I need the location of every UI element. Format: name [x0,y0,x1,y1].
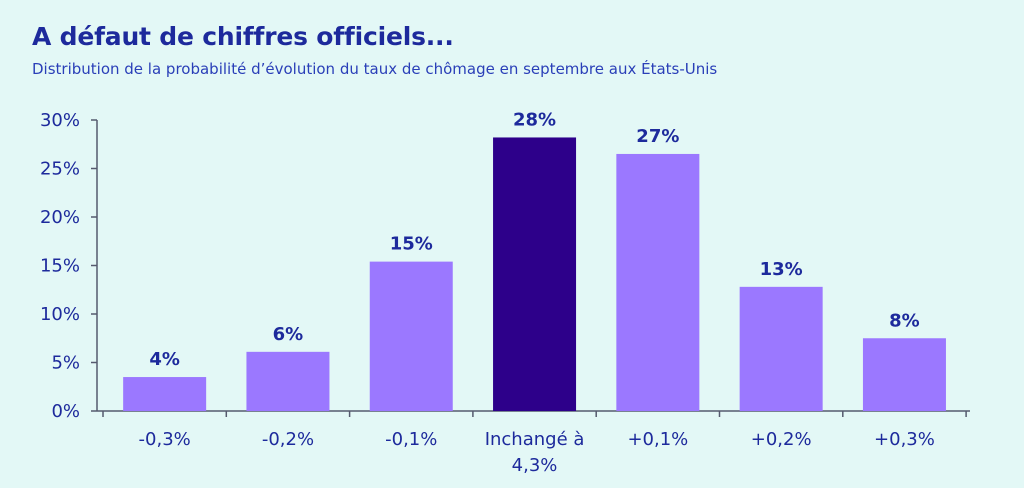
data-label: 15% [390,234,433,255]
bar [493,137,577,411]
y-tick-label: 0% [51,401,80,422]
y-tick-label: 5% [51,353,80,374]
bar [739,286,823,411]
data-label: 4% [149,349,180,370]
data-label: 13% [760,259,803,280]
bar [123,377,207,411]
x-category-label: 4,3% [512,455,558,476]
bar [246,351,330,411]
x-category-label: -0,3% [139,429,191,450]
y-tick-label: 30% [40,110,80,131]
bar [369,261,453,411]
x-category-label: +0,3% [874,429,935,450]
x-category-label: -0,1% [385,429,437,450]
y-tick-label: 15% [40,256,80,277]
y-tick-label: 10% [40,304,80,325]
y-tick-label: 20% [40,207,80,228]
x-category-label: +0,1% [627,429,688,450]
y-tick-label: 25% [40,159,80,180]
chart-subtitle: Distribution de la probabilité d’évoluti… [32,60,718,78]
data-label: 28% [513,109,556,130]
x-category-label: +0,2% [751,429,812,450]
data-label: 8% [889,310,920,331]
data-label: 6% [273,324,304,345]
x-category-label: Inchangé à [485,429,585,450]
data-label: 27% [636,126,679,147]
chart-title: A défaut de chiffres officiels... [32,22,454,51]
bar [616,153,700,411]
x-category-label: -0,2% [262,429,314,450]
bar [862,338,946,411]
